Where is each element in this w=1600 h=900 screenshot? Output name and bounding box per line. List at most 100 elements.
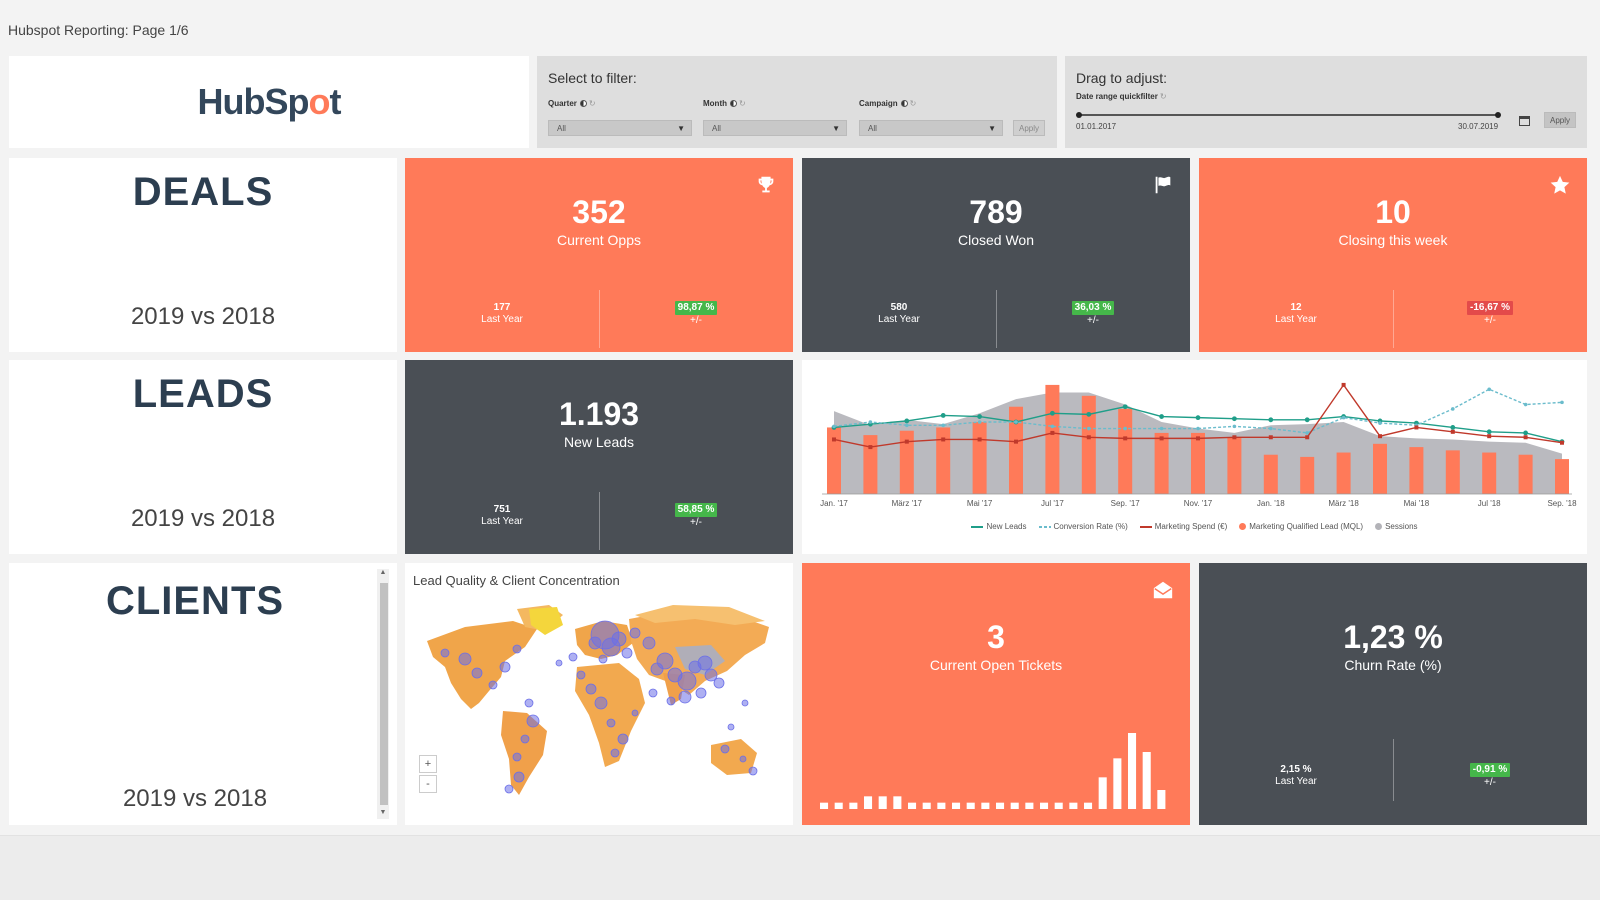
- closed-won-last-year: 580 Last Year: [802, 302, 996, 326]
- map-bubble[interactable]: [642, 636, 656, 650]
- map-bubble[interactable]: [727, 723, 735, 731]
- map-bubble[interactable]: [606, 718, 616, 728]
- map-bubble[interactable]: [621, 647, 633, 659]
- reset-icon[interactable]: ↻: [1159, 92, 1167, 101]
- map-bubble[interactable]: [458, 652, 472, 666]
- closing-week-value: 10: [1375, 194, 1411, 230]
- mql-bar: [1118, 408, 1133, 494]
- new-leads-tile[interactable]: 1.193 New Leads 751 Last Year 58,85 % +/-: [405, 360, 793, 554]
- zoom-out-button[interactable]: -: [419, 775, 437, 793]
- current-opps-last-year: 177 Last Year: [405, 302, 599, 326]
- map-bubble[interactable]: [598, 654, 608, 664]
- quarter-select[interactable]: All ▼: [548, 120, 692, 136]
- map-bubble[interactable]: [568, 652, 578, 662]
- closed-won-tile[interactable]: 789 Closed Won 580 Last Year 36,03 % +/-: [802, 158, 1190, 352]
- map-bubble[interactable]: [594, 696, 608, 710]
- zoom-in-button[interactable]: +: [419, 755, 437, 773]
- map-bubble[interactable]: [748, 766, 758, 776]
- map-bubble[interactable]: [648, 688, 658, 698]
- slider-end-handle[interactable]: [1495, 112, 1501, 118]
- map-bubble[interactable]: [678, 690, 692, 704]
- new-leads-delta: 58,85 % +/-: [599, 503, 793, 529]
- legend-label: New Leads: [986, 522, 1027, 531]
- month-select[interactable]: All ▼: [703, 120, 847, 136]
- reset-icon[interactable]: ↻: [909, 99, 917, 108]
- map-bubble[interactable]: [513, 771, 525, 783]
- mql-bar: [1518, 454, 1533, 494]
- map-bubble[interactable]: [704, 668, 718, 682]
- legend-item[interactable]: Conversion Rate (%): [1038, 522, 1128, 531]
- reset-icon[interactable]: ↻: [588, 99, 596, 108]
- legend-item[interactable]: New Leads: [971, 522, 1027, 531]
- calendar-icon[interactable]: [1519, 116, 1530, 126]
- page-title: Hubspot Reporting: Page 1/6: [8, 22, 189, 38]
- map-bubble[interactable]: [720, 744, 730, 754]
- churn-rate-tile[interactable]: 1,23 % Churn Rate (%) 2,15 % Last Year -0…: [1199, 563, 1587, 825]
- map-bubble[interactable]: [585, 683, 597, 695]
- flag-icon: [1155, 176, 1171, 194]
- map-bubble[interactable]: [650, 662, 664, 676]
- x-tick-label: Jul '18: [1478, 499, 1501, 508]
- map-bubble[interactable]: [512, 752, 522, 762]
- map-bubble[interactable]: [555, 659, 563, 667]
- scroll-thumb[interactable]: [380, 583, 388, 805]
- conversion-point: [1305, 431, 1309, 435]
- map-bubble[interactable]: [524, 698, 534, 708]
- map-bubble[interactable]: [631, 709, 639, 717]
- map-bubble[interactable]: [504, 784, 514, 794]
- legend-item[interactable]: Marketing Spend (€): [1139, 522, 1227, 531]
- ticket-bar: [1157, 790, 1166, 809]
- clients-scrollbar[interactable]: ▲ ▼: [377, 569, 389, 819]
- toggle-icon[interactable]: [579, 100, 587, 107]
- campaign-select[interactable]: All ▼: [859, 120, 1003, 136]
- legend-item[interactable]: Marketing Qualified Lead (MQL): [1239, 522, 1363, 531]
- map-bubble[interactable]: [499, 661, 511, 673]
- toggle-icon[interactable]: [900, 100, 908, 107]
- map-bubble[interactable]: [471, 667, 483, 679]
- leads-trend-chart[interactable]: Jan. '17 März '17 Mai '17 Jul '17 Sep. '17 No…: [802, 360, 1587, 554]
- current-opps-tile[interactable]: 352 Current Opps 177 Last Year 98,87 % +/-: [405, 158, 793, 352]
- legend-item[interactable]: Sessions: [1375, 522, 1418, 531]
- map-bubble[interactable]: [576, 670, 586, 680]
- date-range-slider[interactable]: [1079, 114, 1497, 116]
- map-bubble[interactable]: [695, 687, 707, 699]
- map-bubble[interactable]: [611, 631, 627, 647]
- open-tickets-tile[interactable]: 3 Current Open Tickets: [802, 563, 1190, 825]
- world-map[interactable]: [405, 563, 793, 825]
- scroll-up-icon[interactable]: ▲: [379, 569, 387, 576]
- scroll-down-icon[interactable]: ▼: [379, 809, 387, 816]
- ticket-bar: [1025, 802, 1034, 809]
- map-bubble[interactable]: [617, 733, 629, 745]
- closed-won-value: 789: [969, 194, 1023, 230]
- map-dots: [440, 620, 758, 794]
- deals-section: DEALS 2019 vs 2018: [9, 158, 397, 352]
- slider-start-handle[interactable]: [1076, 112, 1082, 118]
- spend-point: [832, 437, 836, 442]
- map-bubble[interactable]: [741, 699, 749, 707]
- quarter-label-text: Quarter: [548, 99, 577, 108]
- map-panel[interactable]: Lead Quality & Client Concentration + -: [405, 563, 793, 825]
- map-bubble[interactable]: [697, 655, 713, 671]
- map-bubble[interactable]: [713, 677, 725, 689]
- date-apply-button[interactable]: Apply: [1544, 112, 1576, 128]
- map-bubble[interactable]: [520, 734, 530, 744]
- map-bubble[interactable]: [488, 680, 498, 690]
- toggle-icon[interactable]: [730, 100, 737, 107]
- map-bubble[interactable]: [588, 636, 602, 650]
- map-bubble[interactable]: [677, 671, 697, 691]
- map-bubble[interactable]: [610, 748, 620, 758]
- closing-week-tile[interactable]: 10 Closing this week 12 Last Year -16,67 …: [1199, 158, 1587, 352]
- map-bubble[interactable]: [629, 627, 641, 639]
- mql-bar: [936, 427, 951, 494]
- ticket-bar: [834, 802, 843, 809]
- clients-subtitle: 2019 vs 2018: [122, 785, 268, 812]
- map-bubble[interactable]: [512, 644, 522, 654]
- filter-apply-button[interactable]: Apply: [1013, 120, 1045, 136]
- map-bubble[interactable]: [666, 696, 676, 706]
- map-bubble[interactable]: [739, 755, 747, 763]
- conversion-point: [1487, 387, 1491, 392]
- map-bubble[interactable]: [526, 714, 540, 728]
- map-bubble[interactable]: [440, 648, 450, 658]
- reset-icon[interactable]: ↻: [739, 99, 746, 108]
- mql-bar: [827, 427, 841, 494]
